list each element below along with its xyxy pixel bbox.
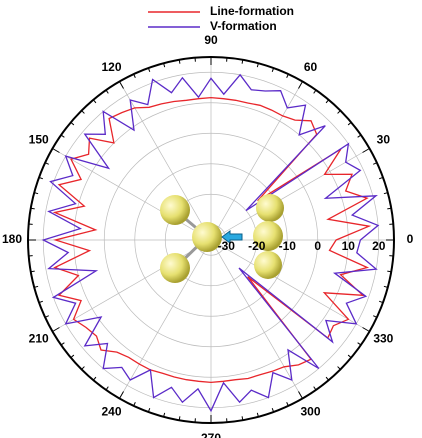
minor-tick xyxy=(44,162,49,165)
grid-spoke xyxy=(210,148,370,241)
r-tick-label: 10 xyxy=(342,239,356,253)
grid-spoke xyxy=(210,239,303,399)
theta-tick-label: 90 xyxy=(204,33,218,47)
series-line xyxy=(41,73,380,413)
theta-tick-label: 240 xyxy=(101,405,121,419)
minor-tick xyxy=(313,89,317,94)
minor-tick xyxy=(44,315,49,318)
grid-spoke xyxy=(210,239,370,332)
minor-tick xyxy=(357,342,362,346)
theta-tick-label: 330 xyxy=(373,332,393,346)
minor-tick xyxy=(362,148,370,153)
r-tick-label: -20 xyxy=(248,239,266,253)
minor-tick xyxy=(119,391,124,399)
minor-tick xyxy=(52,148,60,153)
minor-tick xyxy=(387,207,392,210)
minor-tick xyxy=(38,300,43,304)
theta-tick-label: 30 xyxy=(377,133,391,147)
grid-spoke xyxy=(52,239,212,332)
minor-tick xyxy=(325,376,330,381)
minor-tick xyxy=(325,99,330,104)
minor-tick xyxy=(147,408,151,413)
minor-tick xyxy=(241,416,244,421)
minor-tick xyxy=(147,67,151,72)
minor-tick xyxy=(271,67,275,72)
grid-spoke xyxy=(52,148,212,241)
minor-tick xyxy=(347,121,352,126)
minor-tick xyxy=(70,121,75,126)
minor-tick xyxy=(357,134,362,138)
minor-tick xyxy=(34,192,39,195)
theta-tick-label: 180 xyxy=(2,232,22,246)
r-tick-label: 0 xyxy=(314,239,321,253)
minor-tick xyxy=(119,81,124,89)
minor-tick xyxy=(133,402,136,407)
minor-tick xyxy=(92,99,97,104)
minor-tick xyxy=(347,354,352,359)
minor-tick xyxy=(286,73,289,78)
minor-tick xyxy=(178,416,181,421)
minor-tick xyxy=(163,63,166,68)
minor-tick xyxy=(30,270,35,273)
theta-tick-label: 60 xyxy=(304,60,318,74)
minor-tick xyxy=(241,59,244,64)
minor-tick xyxy=(313,386,317,391)
r-tick-label: -10 xyxy=(279,239,297,253)
minor-tick xyxy=(105,386,109,391)
minor-tick xyxy=(70,354,75,359)
minor-tick xyxy=(373,162,378,165)
minor-tick xyxy=(362,327,370,332)
minor-tick xyxy=(337,110,341,114)
minor-tick xyxy=(133,73,136,78)
minor-tick xyxy=(256,412,259,417)
minor-tick xyxy=(38,176,43,180)
r-tick-label: -30 xyxy=(218,239,236,253)
plot-area xyxy=(27,56,395,424)
minor-tick xyxy=(81,110,85,114)
minor-tick xyxy=(60,134,65,138)
theta-tick-label: 150 xyxy=(29,133,49,147)
minor-tick xyxy=(52,327,60,332)
minor-tick xyxy=(163,412,166,417)
minor-tick xyxy=(92,376,97,381)
theta-tick-label: 270 xyxy=(201,431,221,438)
minor-tick xyxy=(286,402,289,407)
grid-spoke xyxy=(119,239,212,399)
minor-tick xyxy=(298,391,303,399)
legend-label: V-formation xyxy=(210,19,277,33)
r-tick-label: 20 xyxy=(372,239,386,253)
theta-tick-label: 0 xyxy=(407,232,414,246)
theta-tick-label: 120 xyxy=(101,60,121,74)
minor-tick xyxy=(379,176,384,180)
minor-tick xyxy=(387,270,392,273)
minor-tick xyxy=(383,192,388,195)
theta-tick-label: 300 xyxy=(300,405,320,419)
minor-tick xyxy=(383,285,388,288)
minor-tick xyxy=(60,342,65,346)
theta-tick-label: 210 xyxy=(29,332,49,346)
legend-label: Line-formation xyxy=(210,4,294,18)
minor-tick xyxy=(379,300,384,304)
minor-tick xyxy=(256,63,259,68)
minor-tick xyxy=(105,89,109,94)
minor-tick xyxy=(30,207,35,210)
minor-tick xyxy=(81,366,85,370)
minor-tick xyxy=(337,366,341,370)
minor-tick xyxy=(373,315,378,318)
minor-tick xyxy=(34,285,39,288)
minor-tick xyxy=(271,408,275,413)
minor-tick xyxy=(298,81,303,89)
labels: 0 30 60 90 120 150 180 210 240 270 300 330 -30 -20 -10… xyxy=(2,4,414,438)
minor-tick xyxy=(178,59,181,64)
molecule xyxy=(160,194,284,283)
series-line xyxy=(52,96,372,384)
